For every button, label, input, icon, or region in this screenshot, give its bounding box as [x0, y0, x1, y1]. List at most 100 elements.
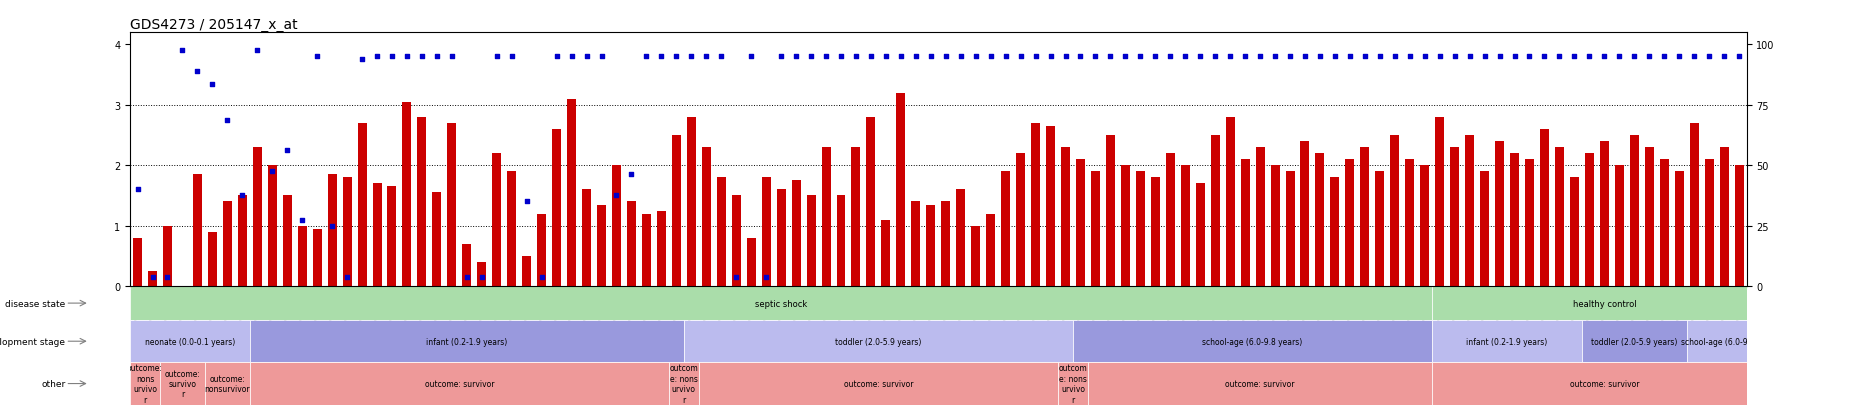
Bar: [1599, 142, 1608, 287]
Point: [1543, 54, 1573, 60]
FancyBboxPatch shape: [160, 363, 204, 405]
FancyBboxPatch shape: [130, 363, 160, 405]
Point: [422, 54, 451, 60]
Point: [1066, 54, 1096, 60]
Point: [1155, 54, 1185, 60]
Point: [451, 274, 481, 281]
Bar: [537, 214, 546, 287]
Bar: [448, 123, 457, 287]
Point: [1110, 54, 1140, 60]
Point: [258, 169, 288, 175]
Point: [197, 81, 227, 88]
Bar: [1135, 172, 1144, 287]
FancyBboxPatch shape: [1057, 363, 1088, 405]
Point: [1005, 54, 1034, 60]
Bar: [1434, 118, 1443, 287]
Point: [1664, 54, 1694, 60]
Bar: [761, 178, 771, 287]
Point: [496, 54, 526, 60]
Point: [1649, 54, 1679, 60]
Point: [1365, 54, 1395, 60]
Bar: [1614, 166, 1623, 287]
FancyBboxPatch shape: [1686, 320, 1775, 363]
Text: outcome: survivor: outcome: survivor: [843, 379, 912, 388]
Bar: [418, 118, 427, 287]
Bar: [1060, 148, 1070, 287]
Bar: [791, 181, 800, 287]
Bar: [687, 118, 695, 287]
Bar: [1419, 166, 1428, 287]
Point: [212, 117, 241, 124]
Point: [318, 223, 347, 230]
Text: outcome: survivor: outcome: survivor: [1224, 379, 1294, 388]
Point: [407, 54, 436, 60]
Point: [362, 54, 392, 60]
Point: [1708, 54, 1738, 60]
Bar: [163, 226, 173, 287]
Text: toddler (2.0-5.9 years): toddler (2.0-5.9 years): [836, 337, 921, 346]
Bar: [1374, 172, 1383, 287]
Bar: [208, 232, 217, 287]
Bar: [522, 256, 531, 287]
Bar: [986, 214, 995, 287]
Bar: [1226, 118, 1233, 287]
Bar: [1016, 154, 1025, 287]
Bar: [1448, 148, 1458, 287]
Bar: [223, 202, 232, 287]
Bar: [880, 220, 890, 287]
Point: [1604, 54, 1634, 60]
Bar: [1031, 123, 1040, 287]
Point: [1304, 54, 1333, 60]
Point: [930, 54, 960, 60]
Bar: [193, 175, 202, 287]
Point: [780, 54, 810, 60]
Point: [676, 54, 706, 60]
FancyBboxPatch shape: [204, 363, 249, 405]
Point: [826, 54, 856, 60]
Point: [542, 54, 572, 60]
Bar: [1211, 135, 1218, 287]
Bar: [1510, 154, 1519, 287]
FancyBboxPatch shape: [249, 320, 683, 363]
Point: [1558, 54, 1588, 60]
Point: [123, 187, 152, 193]
Bar: [927, 205, 934, 287]
FancyBboxPatch shape: [1432, 320, 1580, 363]
Bar: [747, 238, 756, 287]
Bar: [702, 148, 711, 287]
Point: [945, 54, 975, 60]
Text: healthy control: healthy control: [1571, 299, 1636, 308]
Bar: [357, 123, 366, 287]
Bar: [238, 196, 247, 287]
Bar: [776, 190, 786, 287]
Point: [1439, 54, 1469, 60]
Point: [1513, 54, 1543, 60]
FancyBboxPatch shape: [249, 363, 669, 405]
Point: [557, 54, 587, 60]
Point: [511, 199, 540, 205]
FancyBboxPatch shape: [130, 287, 1432, 320]
Point: [436, 54, 466, 60]
Point: [856, 54, 886, 60]
Bar: [1554, 148, 1564, 287]
Point: [841, 54, 871, 60]
Point: [1380, 54, 1409, 60]
FancyBboxPatch shape: [669, 363, 698, 405]
Point: [886, 54, 916, 60]
Point: [1049, 54, 1079, 60]
Point: [960, 54, 990, 60]
Text: outcome:
nonsurvivor: outcome: nonsurvivor: [204, 374, 251, 393]
Bar: [1734, 166, 1742, 287]
Bar: [1255, 148, 1265, 287]
Bar: [821, 148, 830, 287]
Text: outcome: survivor: outcome: survivor: [1569, 379, 1638, 388]
Bar: [865, 118, 875, 287]
Point: [1289, 54, 1318, 60]
Point: [975, 54, 1005, 60]
Point: [1499, 54, 1528, 60]
Bar: [1164, 154, 1174, 287]
Bar: [1720, 148, 1727, 287]
Bar: [1703, 160, 1712, 287]
FancyBboxPatch shape: [698, 363, 1057, 405]
Text: toddler (2.0-5.9 years): toddler (2.0-5.9 years): [1590, 337, 1677, 346]
